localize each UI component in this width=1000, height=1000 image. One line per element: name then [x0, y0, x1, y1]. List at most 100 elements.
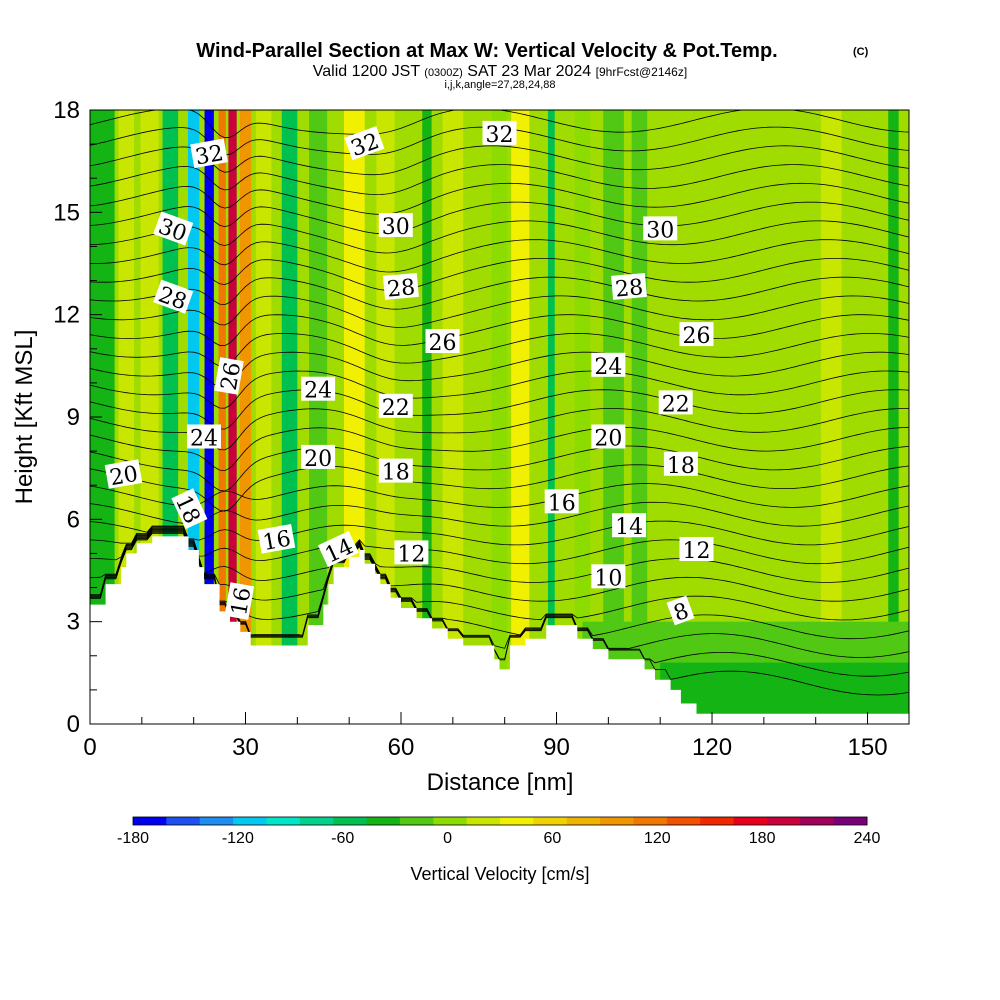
contour-label: 16 — [544, 489, 579, 516]
theta-isentrope — [90, 529, 909, 621]
velocity-column — [239, 110, 252, 724]
contour-label: 22 — [378, 393, 413, 421]
contour-label-text: 12 — [683, 539, 711, 564]
theta-isentrope — [90, 464, 909, 512]
colorbar-tick-label: -180 — [117, 830, 149, 847]
contour-label: 24 — [591, 352, 626, 380]
colorbar-swatch — [333, 817, 368, 825]
theta-isentrope — [90, 295, 909, 328]
utc-time: (0300Z) — [424, 67, 463, 79]
y-tick-label: 15 — [53, 199, 80, 226]
contour-label-box — [591, 352, 626, 377]
colorbar-swatch — [166, 817, 201, 825]
colorbar-swatch — [399, 817, 434, 825]
contour-label: 32 — [190, 138, 228, 171]
chart-title: Wind-Parallel Section at Max W: Vertical… — [196, 40, 777, 62]
velocity-column — [888, 110, 899, 724]
contour-label-text: 32 — [194, 141, 226, 170]
y-tick-label: 9 — [67, 404, 80, 431]
theta-isentrope — [90, 389, 909, 430]
theta-isentrope — [90, 445, 909, 492]
colorbar-label: Vertical Velocity [cm/s] — [410, 864, 589, 884]
theta-isentrope — [90, 483, 909, 508]
contour-label-text: 22 — [382, 396, 410, 421]
contour-label-box — [104, 459, 143, 489]
contour-label-text: 16 — [548, 491, 576, 516]
contour-label-box — [666, 595, 695, 626]
contour-label-text: 16 — [227, 586, 256, 618]
colorbar-swatch — [800, 817, 835, 825]
velocity-column — [491, 110, 508, 724]
theta-isentrope — [90, 314, 909, 347]
contour-label-box — [257, 524, 296, 554]
colorbar-tick-label: 180 — [749, 830, 776, 847]
valid-time-line: Valid 1200 JST (0300Z) SAT 23 Mar 2024 [… — [313, 63, 687, 80]
contour-label: 30 — [378, 213, 413, 240]
contour-label-box — [153, 279, 194, 314]
y-tick-label: 18 — [53, 97, 80, 124]
velocity-column — [228, 110, 237, 724]
theta-isentrope — [90, 527, 909, 583]
colorbar-swatch — [633, 817, 668, 825]
contour-label-text: 16 — [261, 527, 293, 556]
theta-isentrope — [90, 528, 909, 602]
contour-label: 32 — [482, 120, 517, 148]
contour-label-text: 30 — [646, 218, 674, 243]
velocity-column — [631, 110, 648, 724]
contour-label-box — [187, 424, 221, 449]
colorbar-frame — [132, 816, 868, 826]
contour-label-box — [658, 390, 693, 415]
contour-label: 24 — [301, 376, 336, 404]
contour-label-box — [317, 531, 359, 568]
x-tick-label: 150 — [848, 734, 888, 761]
colorbar-swatch — [133, 817, 167, 825]
y-tick-label: 0 — [67, 711, 80, 738]
colorbar-tick-label: -60 — [331, 830, 354, 847]
contour-label-text: 26 — [217, 360, 246, 392]
y-tick-label: 6 — [67, 506, 80, 533]
contour-label: 28 — [153, 279, 194, 316]
terrain-mask — [90, 536, 909, 724]
contour-label-text: 28 — [386, 275, 416, 302]
contour-label-box — [663, 451, 698, 476]
colorbar-swatch — [733, 817, 768, 825]
contour-label-text: 18 — [667, 454, 695, 479]
valid-date: SAT 23 Mar 2024 — [467, 63, 591, 80]
contour-label-text: 24 — [594, 355, 622, 380]
contour-label: 20 — [104, 459, 143, 491]
colorbar-swatch — [266, 817, 301, 825]
forecast-info: [9hrFcst@2146z] — [596, 65, 688, 79]
contour-label: 28 — [611, 272, 647, 303]
contour-label-text: 26 — [429, 331, 457, 356]
y-tick-label: 3 — [67, 609, 80, 636]
velocity-column — [255, 110, 272, 724]
velocity-column — [820, 110, 842, 724]
colorbar-swatch — [833, 817, 868, 825]
contour-label-text: 24 — [304, 379, 332, 404]
contour-label: 14 — [612, 513, 647, 540]
theta-isentrope — [90, 239, 909, 273]
colorbar-swatch — [466, 817, 501, 825]
x-axis-label: Distance [nm] — [427, 769, 574, 796]
contour-label: 24 — [187, 424, 221, 452]
contour-label-text: 22 — [662, 392, 690, 417]
colorbar-swatch — [366, 817, 401, 825]
contour-label-box — [591, 564, 626, 589]
x-tick-label: 90 — [543, 734, 570, 761]
theta-isentrope — [90, 145, 909, 176]
velocity-column — [218, 110, 226, 724]
contour-label-text: 32 — [486, 123, 514, 148]
theta-isentrope — [90, 201, 909, 235]
x-tick-label: 30 — [232, 734, 259, 761]
contour-label: 20 — [301, 444, 336, 472]
contour-label: 20 — [591, 424, 626, 452]
contour-label-box — [612, 513, 647, 538]
contour-label-box — [643, 216, 678, 241]
contour-label: 16 — [224, 582, 257, 620]
y-axis-label: Height [Kft MSL] — [11, 330, 38, 505]
contour-label: 26 — [214, 357, 246, 395]
theta-isentrope — [90, 408, 909, 451]
theta-isentrope — [90, 258, 909, 292]
contour-label-text: 20 — [304, 447, 332, 472]
